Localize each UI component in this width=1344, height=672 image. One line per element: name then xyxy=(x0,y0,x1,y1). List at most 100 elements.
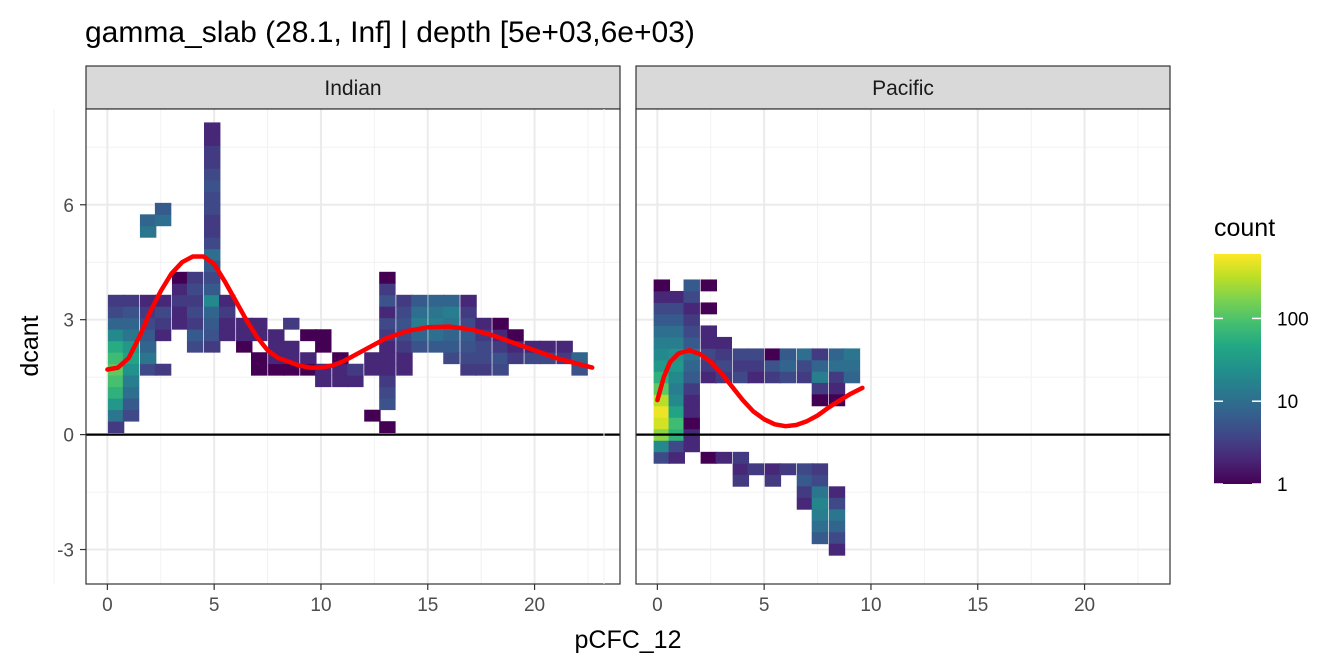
bin-tile xyxy=(492,329,509,342)
bin-tile xyxy=(186,306,204,319)
bin-tile xyxy=(218,329,236,342)
bin-tile xyxy=(796,348,814,361)
bin-tile xyxy=(379,375,396,388)
bin-tile xyxy=(715,451,732,464)
y-tick-label: 3 xyxy=(63,311,74,332)
bin-tile xyxy=(379,363,396,376)
x-tick-label: 5 xyxy=(209,595,220,616)
legend-title: count xyxy=(1214,214,1275,242)
bin-tile xyxy=(475,363,492,376)
bin-tile xyxy=(268,329,285,342)
y-tick-label: -3 xyxy=(57,541,74,562)
bin-tile xyxy=(828,532,846,545)
bin-tile xyxy=(668,382,685,395)
colorbar xyxy=(1214,254,1261,484)
bin-tile xyxy=(653,405,671,418)
colorbar-tick-label: 10 xyxy=(1277,392,1298,413)
bin-tile xyxy=(186,329,204,342)
facet-strip xyxy=(85,65,621,110)
bin-tile xyxy=(204,306,221,319)
bin-tile xyxy=(700,302,718,315)
bin-tile xyxy=(747,463,765,476)
bin-tile xyxy=(683,279,700,292)
bin-tile xyxy=(236,329,253,342)
bin-tile xyxy=(668,313,685,326)
bin-tile xyxy=(683,336,700,349)
bin-tile xyxy=(492,340,509,353)
bin-tile xyxy=(443,317,460,330)
bin-tile xyxy=(732,463,750,476)
bin-tile xyxy=(204,260,221,273)
bin-tile xyxy=(668,325,685,338)
bin-tile xyxy=(460,306,477,319)
bin-tile xyxy=(700,348,718,361)
bin-tile xyxy=(204,156,221,169)
bin-tile xyxy=(828,509,846,522)
facet-strip-label: Indian xyxy=(324,77,381,100)
bin-tile xyxy=(218,317,236,330)
bin-tile xyxy=(122,329,140,342)
bin-tile xyxy=(492,317,509,330)
bin-tile xyxy=(539,340,556,353)
bin-tile xyxy=(828,486,846,499)
bin-tile xyxy=(683,325,700,338)
bin-tile xyxy=(154,306,172,319)
bin-tile xyxy=(154,363,172,376)
bin-tile xyxy=(139,214,157,227)
bin-tile xyxy=(811,497,829,510)
panel-border xyxy=(635,108,1171,585)
bin-tile xyxy=(154,214,172,227)
bin-tile xyxy=(122,363,140,376)
bin-tile xyxy=(443,329,460,342)
bin-tile xyxy=(460,340,477,353)
bin-tile xyxy=(507,329,524,342)
bin-tile xyxy=(715,348,732,361)
bin-tile xyxy=(475,352,492,365)
facet-strip xyxy=(635,65,1171,110)
bin-tile xyxy=(139,225,157,238)
bin-tile xyxy=(204,271,221,284)
bin-tile xyxy=(811,463,829,476)
bin-tile xyxy=(653,279,671,292)
bin-tile xyxy=(828,359,846,372)
bin-tile xyxy=(107,409,125,422)
bin-tile xyxy=(204,179,221,192)
bin-tile xyxy=(107,398,125,411)
bin-tile xyxy=(796,497,814,510)
colorbar-legend: count 1 10 100 xyxy=(1214,214,1309,496)
y-tick-label: 6 xyxy=(63,196,74,217)
bin-tile xyxy=(315,329,332,342)
bin-tile xyxy=(653,325,671,338)
bin-tile xyxy=(683,302,700,315)
bin-tile xyxy=(332,352,349,365)
bin-tile xyxy=(428,329,445,342)
bin-tile xyxy=(764,359,782,372)
bin-tile xyxy=(186,294,204,307)
bin-tile xyxy=(236,340,253,353)
bin-tile xyxy=(139,329,157,342)
bin-tile xyxy=(811,382,829,395)
bin-tile xyxy=(107,352,125,365)
bin-tile xyxy=(443,306,460,319)
bin-tile xyxy=(507,340,524,353)
bin-tile xyxy=(107,317,125,330)
bin-tile xyxy=(683,405,700,418)
colorbar-ticks: 1 10 100 xyxy=(1214,309,1309,496)
bin-tile xyxy=(811,509,829,522)
bin-tile xyxy=(379,340,396,353)
bin-tile xyxy=(364,409,381,422)
bin-tile xyxy=(300,363,317,376)
bin-tile xyxy=(107,386,125,399)
bin-tile xyxy=(475,317,492,330)
bin-tile xyxy=(236,317,253,330)
bin-tile xyxy=(139,352,157,365)
bin-tile xyxy=(154,329,172,342)
bin-tile xyxy=(154,294,172,307)
bin-tile xyxy=(828,497,846,510)
bin-tile xyxy=(122,317,140,330)
bin-tile xyxy=(683,417,700,430)
x-tick-label: 15 xyxy=(417,595,438,616)
bin-tile xyxy=(715,336,732,349)
y-axis-title: dcant xyxy=(16,315,44,376)
bin-tile xyxy=(653,440,671,453)
